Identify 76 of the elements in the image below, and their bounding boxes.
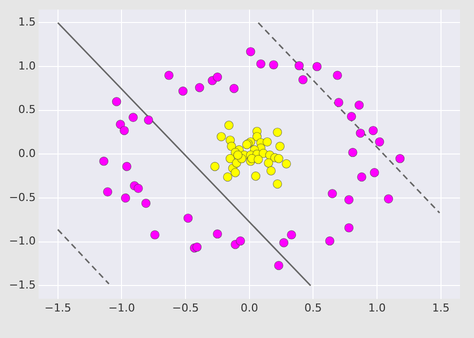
- x-tick-label: 1.0: [368, 301, 386, 314]
- x-tick-label: −1.0: [108, 301, 136, 314]
- point: [357, 172, 366, 182]
- point: [254, 154, 263, 164]
- point: [298, 75, 308, 84]
- point: [164, 70, 174, 80]
- point: [246, 47, 256, 56]
- point: [178, 86, 188, 96]
- point: [144, 115, 154, 125]
- point: [141, 198, 151, 208]
- point: [282, 159, 291, 168]
- point: [120, 126, 129, 136]
- y-tick-label: −1.5: [8, 278, 36, 292]
- point: [325, 236, 334, 246]
- point: [294, 61, 304, 70]
- point: [223, 172, 232, 182]
- point: [356, 128, 366, 138]
- point: [344, 195, 354, 204]
- point: [233, 150, 242, 160]
- point: [334, 98, 344, 108]
- y-tick-label: 1.0: [18, 59, 36, 72]
- x-tick-label: −0.5: [172, 301, 199, 314]
- point: [395, 154, 405, 164]
- point: [192, 242, 202, 252]
- point: [272, 128, 282, 137]
- point: [256, 59, 266, 69]
- point: [374, 137, 384, 147]
- point: [194, 82, 204, 92]
- point: [269, 60, 278, 70]
- point: [134, 184, 143, 193]
- point: [312, 62, 322, 72]
- point: [346, 112, 356, 122]
- point: [216, 132, 226, 142]
- point: [266, 166, 276, 176]
- point: [226, 154, 235, 164]
- point: [183, 214, 193, 223]
- point: [279, 238, 288, 248]
- point: [332, 70, 342, 80]
- x-tick-label: 0.5: [304, 301, 322, 314]
- point: [344, 223, 354, 232]
- point: [368, 126, 378, 136]
- y-tick-label: −1.0: [8, 234, 36, 248]
- y-tick-label: 1.5: [18, 16, 36, 29]
- point: [370, 168, 380, 178]
- point: [236, 236, 246, 246]
- point: [264, 158, 274, 168]
- point: [128, 112, 138, 122]
- point: [286, 230, 296, 240]
- point: [229, 84, 239, 94]
- y-tick-label: 0.0: [18, 147, 36, 160]
- point: [328, 189, 337, 198]
- point: [150, 230, 160, 240]
- point: [384, 194, 394, 204]
- point: [251, 172, 260, 181]
- point: [210, 162, 220, 172]
- y-tick-label: −0.5: [8, 190, 36, 204]
- point: [274, 260, 284, 270]
- point: [112, 97, 122, 106]
- x-tick-label: 1.5: [432, 301, 450, 314]
- x-tick-label: 0.0: [240, 301, 258, 314]
- point: [262, 137, 272, 147]
- point: [122, 162, 132, 172]
- point: [354, 100, 364, 110]
- point: [120, 193, 130, 203]
- point: [224, 120, 234, 130]
- point: [230, 168, 240, 178]
- x-tick-label: −1.5: [44, 301, 72, 314]
- point: [274, 154, 284, 164]
- y-tick-label: 0.5: [18, 103, 36, 116]
- point: [272, 179, 282, 189]
- point: [212, 72, 222, 82]
- point: [212, 229, 222, 239]
- point: [348, 148, 358, 158]
- point: [275, 142, 285, 151]
- point: [99, 156, 108, 166]
- point: [103, 187, 112, 196]
